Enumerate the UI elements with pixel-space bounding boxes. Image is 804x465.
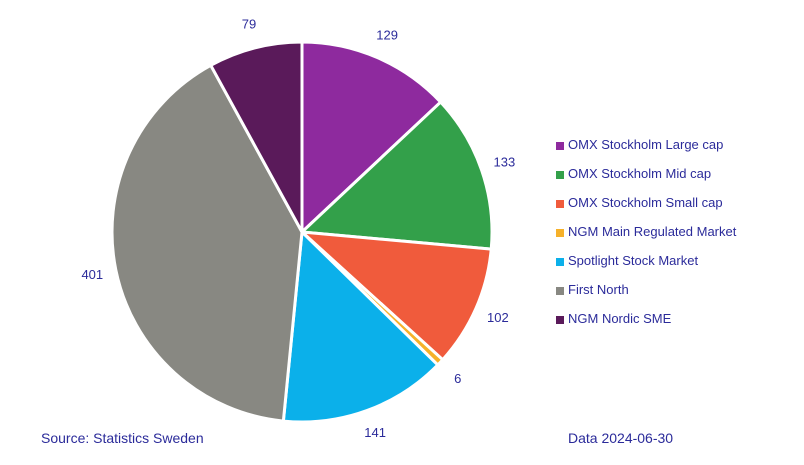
legend-swatch xyxy=(556,142,564,150)
legend-label: OMX Stockholm Mid cap xyxy=(568,166,712,181)
legend-label: OMX Stockholm Small cap xyxy=(568,195,723,210)
legend-item-ngm-nordic-sme: NGM Nordic SME xyxy=(556,312,746,341)
legend-item-first-north: First North xyxy=(556,283,746,312)
pie-slices xyxy=(110,40,494,424)
legend-swatch xyxy=(556,171,564,179)
data-date: Data 2024-06-30 xyxy=(568,430,674,446)
legend-item-omx-stockholm-small-cap: OMX Stockholm Small cap xyxy=(556,196,746,225)
legend-item-ngm-main-regulated-market: NGM Main Regulated Market xyxy=(556,225,746,254)
legend-label: NGM Main Regulated Market xyxy=(568,224,737,239)
legend-swatch xyxy=(556,258,564,266)
legend-swatch xyxy=(556,229,564,237)
source-note: Source: Statistics Sweden xyxy=(41,430,204,446)
data-label-omx-stockholm-mid-cap: 133 xyxy=(494,154,516,169)
data-label-omx-stockholm-small-cap: 102 xyxy=(487,310,509,325)
legend-label: First North xyxy=(568,282,629,297)
pie-slice-omx-stockholm-large-cap xyxy=(300,40,443,234)
legend-label: NGM Nordic SME xyxy=(568,311,672,326)
pie-data-labels: 129 133 102 6 141 401 79 xyxy=(81,17,515,440)
legend-item-spotlight-stock-market: Spotlight Stock Market xyxy=(556,254,746,283)
legend-swatch xyxy=(556,316,564,324)
pie-slice-first-north xyxy=(110,63,304,423)
data-label-omx-stockholm-large-cap: 129 xyxy=(376,28,398,43)
legend: OMX Stockholm Large cap OMX Stockholm Mid… xyxy=(556,138,746,341)
legend-swatch xyxy=(556,287,564,295)
legend-label: OMX Stockholm Large cap xyxy=(568,137,724,152)
pie-slice-omx-stockholm-mid-cap xyxy=(300,100,494,251)
legend-item-omx-stockholm-large-cap: OMX Stockholm Large cap xyxy=(556,138,746,167)
data-label-ngm-main-regulated-market: 6 xyxy=(454,371,461,386)
legend-item-omx-stockholm-mid-cap: OMX Stockholm Mid cap xyxy=(556,167,746,196)
legend-swatch xyxy=(556,200,564,208)
legend-label: Spotlight Stock Market xyxy=(568,253,699,268)
data-label-first-north: 401 xyxy=(81,267,103,282)
data-label-spotlight-stock-market: 141 xyxy=(364,425,386,440)
pie-slice-spotlight-stock-market xyxy=(281,230,440,424)
pie-slice-ngm-nordic-sme xyxy=(209,40,304,234)
pie-slice-omx-stockholm-small-cap xyxy=(300,230,493,362)
data-label-ngm-nordic-sme: 79 xyxy=(242,17,256,32)
